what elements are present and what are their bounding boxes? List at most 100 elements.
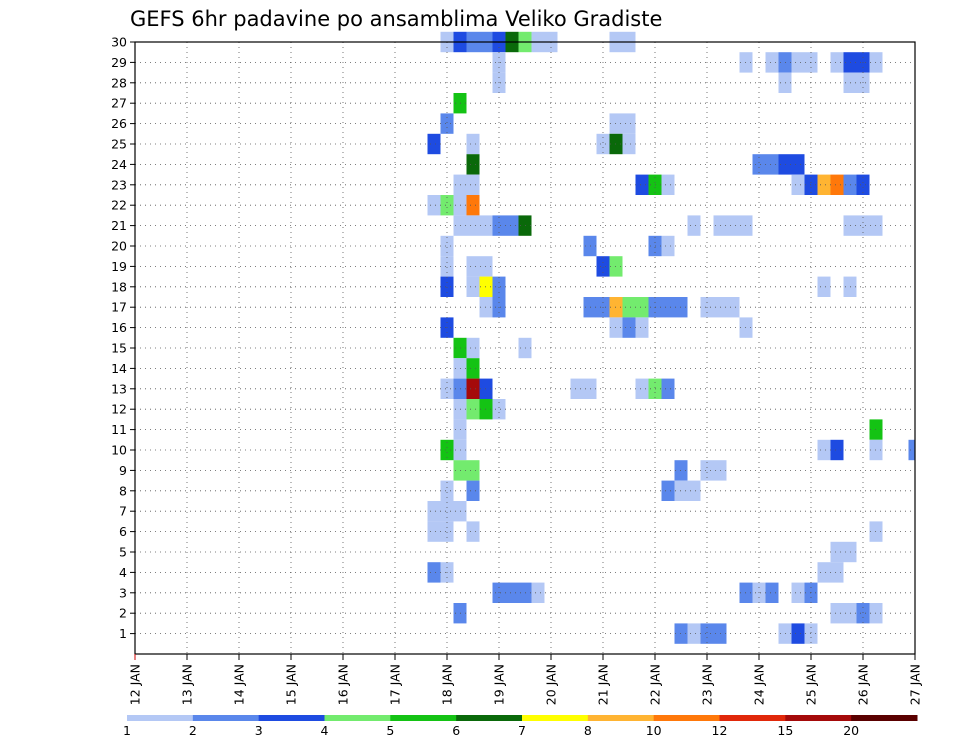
precip-cell (700, 623, 714, 644)
y-tick-label: 19 (111, 259, 127, 274)
colorbar-label: 10 (646, 723, 662, 738)
precip-cell (466, 337, 480, 359)
x-tick-label: 27 JAN (908, 664, 923, 705)
y-tick-label: 25 (111, 137, 127, 152)
precip-cell (635, 317, 649, 338)
y-tick-label: 2 (119, 606, 127, 621)
x-tick-label: 23 JAN (700, 664, 715, 705)
y-tick-label: 1 (119, 626, 127, 641)
precip-cell (830, 603, 844, 624)
precip-cell (856, 174, 870, 195)
chart-title: GEFS 6hr padavine po ansamblima Veliko G… (130, 7, 662, 31)
precip-cell (492, 276, 506, 297)
precip-cell (791, 582, 805, 603)
precip-cell (687, 480, 701, 501)
precip-cell (466, 378, 480, 399)
precip-cell (440, 378, 454, 399)
precip-cell (427, 195, 441, 216)
x-tick-label: 12 JAN (128, 664, 143, 705)
y-tick-label: 24 (111, 157, 127, 172)
precip-cell (531, 582, 545, 603)
precip-cell (492, 399, 506, 420)
precip-cell (765, 154, 779, 175)
precip-cell (466, 256, 480, 277)
precip-cell (466, 276, 480, 297)
precip-cell (440, 256, 454, 277)
colorbar-segment (522, 715, 589, 721)
precip-cell (466, 215, 480, 236)
colorbar-label: 2 (189, 723, 197, 738)
precip-cell (622, 133, 636, 155)
precip-cell (830, 52, 844, 73)
colorbar-segment (258, 715, 325, 721)
precip-cell (466, 399, 480, 420)
y-tick-label: 4 (119, 565, 127, 580)
precip-cell (791, 154, 805, 175)
precip-cell (466, 358, 480, 379)
precip-cell (570, 378, 584, 399)
colorbar-label: 4 (321, 723, 329, 738)
y-tick-label: 11 (111, 422, 127, 437)
colorbar-segment (324, 715, 391, 721)
precip-cell (726, 215, 740, 236)
precip-cell (856, 215, 870, 236)
precip-cell (440, 276, 454, 297)
y-tick-label: 12 (111, 402, 127, 417)
precip-cell (700, 460, 714, 481)
precip-cell (427, 501, 441, 522)
precip-cell (492, 215, 506, 236)
colorbar-segment (785, 715, 852, 721)
colorbar-label: 8 (584, 723, 592, 738)
y-tick-label: 17 (111, 300, 127, 315)
precip-cell (440, 235, 454, 257)
precip-cell (596, 256, 610, 277)
precip-cell (466, 521, 480, 542)
precip-cell (466, 460, 480, 481)
precip-cell (427, 562, 441, 583)
colorbar-segment (192, 715, 260, 721)
precip-cell (622, 113, 636, 134)
y-tick-label: 15 (111, 341, 127, 356)
colorbar-label: 3 (255, 723, 263, 738)
precip-cell (427, 133, 441, 155)
precip-cell (661, 174, 675, 195)
precip-cell (765, 582, 779, 603)
precip-cell (466, 195, 480, 216)
precip-cell (856, 603, 870, 624)
precip-cell (791, 174, 805, 195)
precip-cell (466, 133, 480, 155)
precip-cell (830, 541, 844, 563)
precip-cell (622, 317, 636, 338)
precip-cell (635, 174, 649, 195)
precip-cell (791, 623, 805, 644)
precip-cell (661, 480, 675, 501)
y-tick-label: 26 (111, 116, 127, 131)
x-tick-label: 13 JAN (180, 664, 195, 705)
precip-cell (440, 195, 454, 216)
precip-cell (687, 215, 701, 236)
plot-grid (135, 41, 915, 654)
colorbar-label: 1 (123, 723, 131, 738)
x-tick-label: 19 JAN (492, 664, 507, 705)
y-tick-label: 23 (111, 177, 127, 192)
precip-cell (466, 174, 480, 195)
y-tick-label: 18 (111, 279, 127, 294)
precip-cell (505, 215, 519, 236)
precip-cell (830, 174, 844, 195)
x-tick-label: 25 JAN (804, 664, 819, 705)
precip-cell (440, 439, 454, 461)
x-tick-label: 22 JAN (648, 664, 663, 705)
precip-cell (726, 297, 740, 318)
precip-cell (440, 521, 454, 542)
precip-cell (622, 297, 636, 318)
colorbar-segment (851, 715, 918, 721)
colorbar-segment (653, 715, 720, 721)
y-tick-label: 7 (119, 504, 127, 519)
precip-cell (466, 480, 480, 501)
y-tick-label: 5 (119, 545, 127, 560)
y-tick-label: 28 (111, 75, 127, 90)
y-tick-label: 30 (111, 35, 127, 50)
precip-cell (505, 582, 519, 603)
x-axis-ticks: 12 JAN 13 JAN 14 JAN 15 JAN 16 JAN 17 JAN 18 J… (128, 654, 923, 705)
precip-cell (687, 623, 701, 644)
